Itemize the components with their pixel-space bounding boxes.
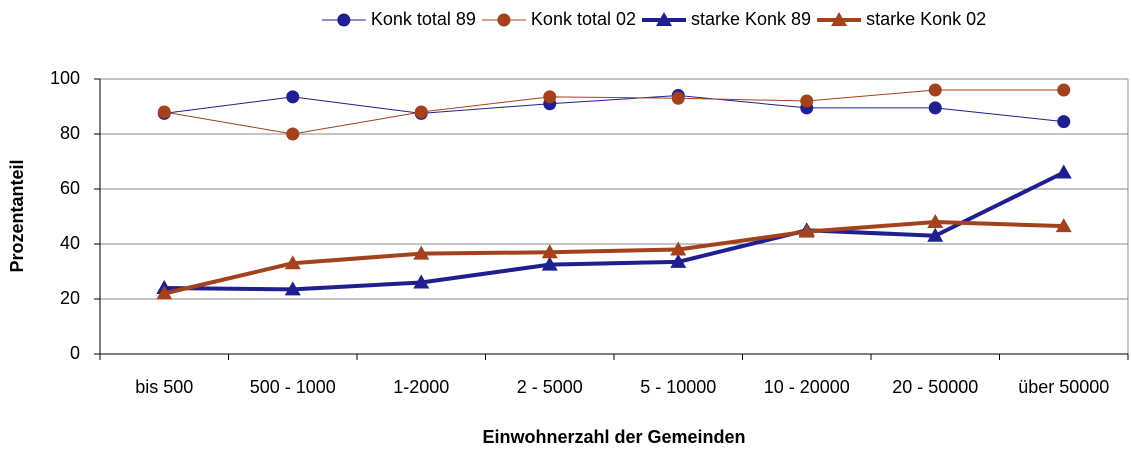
point [286,90,300,104]
point [541,256,558,271]
series-line [164,170,1065,292]
y-axis-label: Prozentanteil [7,159,27,272]
point [928,101,942,115]
point [286,127,300,141]
y-tick-label: 80 [60,123,80,143]
point [927,227,944,242]
legend-marker [337,13,351,27]
point [1055,218,1072,233]
point [1055,164,1072,179]
point [928,83,942,97]
legend-marker [497,13,511,27]
point [670,241,687,256]
x-tick-label: über 50000 [1018,377,1109,397]
x-tick-label: 10 - 20000 [764,377,850,397]
x-tick-label: 20 - 50000 [892,377,978,397]
point [1057,83,1071,97]
legend-label: starke Konk 02 [866,9,986,29]
y-tick-label: 0 [70,343,80,363]
point [413,274,430,289]
y-tick-label: 20 [60,288,80,308]
x-tick-label: 5 - 10000 [640,377,716,397]
point [284,281,301,296]
series-line [164,89,1064,135]
series-line [163,220,1064,296]
point [413,245,430,260]
point [671,91,685,105]
point [1057,115,1071,129]
point [541,244,558,259]
point [670,253,687,268]
y-tick-label: 60 [60,178,80,198]
point [414,105,428,119]
point [800,94,814,108]
y-tick-label: 40 [60,233,80,253]
legend-label: starke Konk 89 [691,9,811,29]
point [157,105,171,119]
legend-marker [831,12,848,26]
point [284,255,301,270]
point [543,90,557,104]
legend-label: Konk total 89 [371,9,476,29]
x-tick-label: bis 500 [135,377,193,397]
x-tick-label: 1-2000 [393,377,449,397]
x-tick-label: 500 - 1000 [250,377,336,397]
point [798,223,815,238]
point [156,285,173,300]
point [927,214,944,228]
legend-label: Konk total 02 [531,9,636,29]
x-axis-label: Einwohnerzahl der Gemeinden [482,427,745,447]
series-line [164,95,1064,123]
legend-marker [656,12,672,26]
x-tick-label: 2 - 5000 [517,377,583,397]
y-tick-label: 100 [50,68,80,88]
